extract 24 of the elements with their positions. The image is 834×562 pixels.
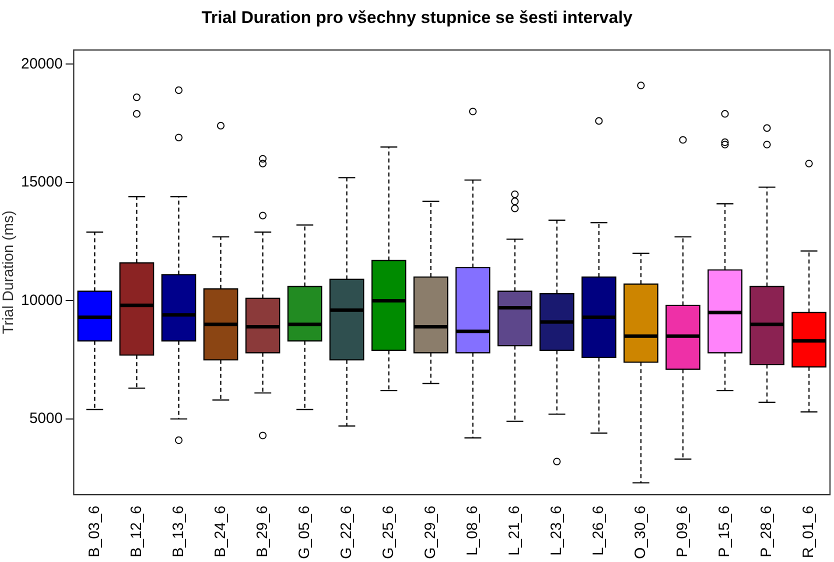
y-tick-label: 10000 [20, 292, 63, 309]
y-axis-title: Trial Duration (ms) [0, 210, 18, 334]
x-tick-label: L_26_6 [590, 506, 608, 556]
y-tick-label: 20000 [20, 55, 63, 72]
x-tick-label: R_01_6 [800, 506, 818, 558]
chart-title: Trial Duration pro všechny stupnice se šesti intervaly [200, 8, 634, 28]
x-tick-label: O_30_6 [632, 506, 650, 560]
x-tick-label: L_08_6 [464, 506, 482, 556]
x-tick-label: L_21_6 [506, 506, 524, 556]
x-tick-label: B_03_6 [86, 506, 103, 558]
x-tick-label: B_24_6 [212, 506, 229, 558]
x-tick-label: G_22_6 [338, 506, 355, 560]
x-tick-label: G_29_6 [422, 506, 439, 560]
x-tick-label: P_28_6 [758, 506, 776, 558]
y-tick-label: 15000 [20, 174, 63, 191]
x-tick-label: B_29_6 [254, 506, 271, 558]
x-tick-label: B_13_6 [170, 506, 187, 558]
x-tick-label: G_25_6 [380, 506, 397, 560]
y-tick-label: 5000 [29, 410, 63, 428]
x-tick-label: L_23_6 [548, 506, 566, 556]
x-tick-label: B_12_6 [128, 506, 145, 558]
x-tick-label: P_15_6 [716, 506, 734, 558]
x-tick-label: P_09_6 [674, 506, 692, 558]
x-tick-label: G_05_6 [296, 506, 313, 560]
